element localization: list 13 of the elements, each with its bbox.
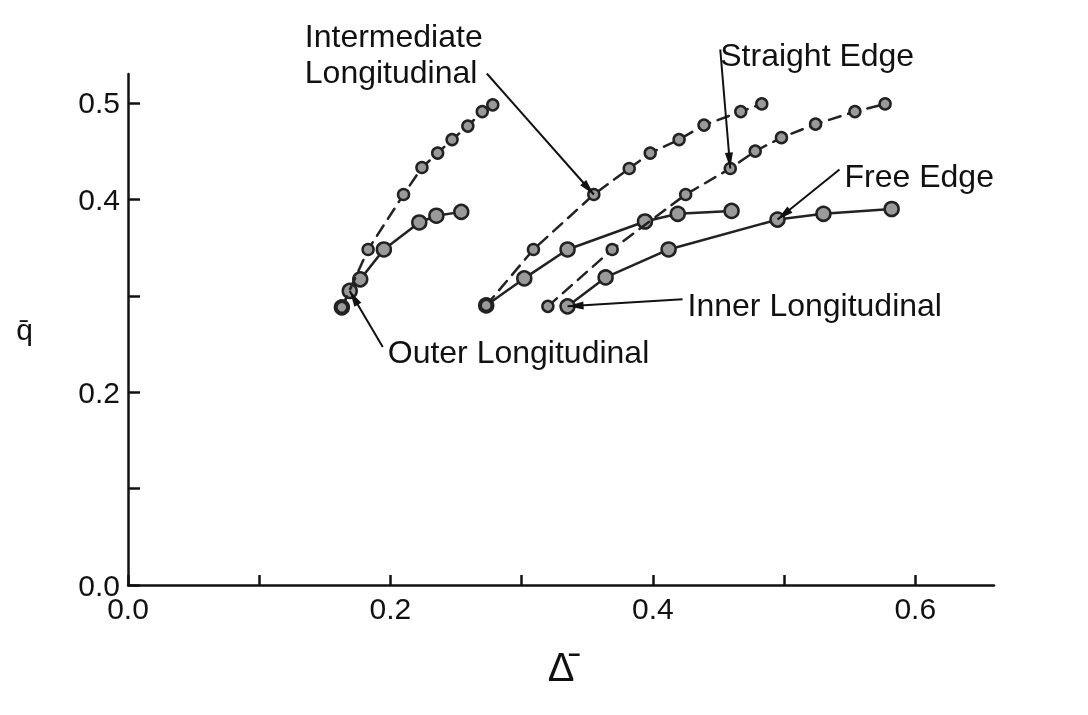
y-tick-label: 0.4 <box>78 182 120 216</box>
y-tick-label: 0.2 <box>78 375 120 409</box>
y-tick-label: 0.5 <box>78 86 120 120</box>
x-axis-title: Δ̄ <box>547 645 581 689</box>
annotation: Straight Edge <box>720 37 915 74</box>
x-tick-label: 0.2 <box>369 591 412 625</box>
annotation: Outer Longitudinal <box>387 333 650 370</box>
annotation: Free Edge <box>844 157 994 194</box>
x-tick-label: 0.6 <box>894 591 937 625</box>
x-tick-label: 0.4 <box>631 591 674 625</box>
annotation: Inner Longitudinal <box>687 287 942 324</box>
annotation: Intermediate Longitudinal <box>304 17 492 90</box>
y-axis-title: q̄ <box>16 313 33 346</box>
